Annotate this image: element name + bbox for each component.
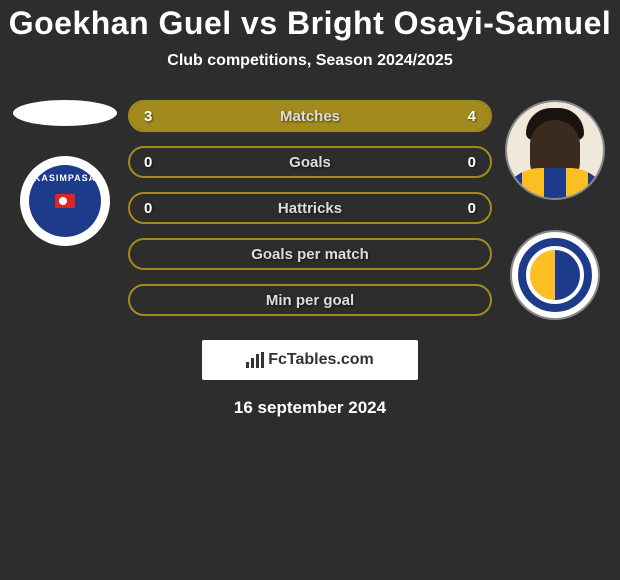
team-logo-left-label: KASIMPASA (34, 173, 96, 183)
date-label: 16 september 2024 (0, 398, 620, 418)
flag-icon (55, 194, 75, 208)
player-avatar-left (13, 100, 117, 126)
stat-bar: Goals per match (128, 238, 492, 270)
stat-bars: 3 4 Matches 0 0 Goals 0 0 Hattricks Goals per mat… (120, 100, 500, 316)
bar-label: Goals per match (251, 246, 369, 263)
team-logo-left: KASIMPASA (20, 156, 110, 246)
stat-bar: Min per goal (128, 284, 492, 316)
title: Goekhan Guel vs Bright Osayi-Samuel (0, 5, 620, 42)
bar-chart-icon (246, 352, 264, 368)
right-column (500, 100, 610, 320)
bar-label: Min per goal (266, 292, 354, 309)
brand-text: FcTables.com (268, 351, 374, 369)
left-column: KASIMPASA (10, 100, 120, 246)
bar-value-left: 0 (144, 154, 152, 171)
bar-value-right: 0 (468, 200, 476, 217)
bar-label: Hattricks (278, 200, 342, 217)
main-area: KASIMPASA 3 4 Matches 0 0 Goals 0 0 Hattricks Goa… (0, 100, 620, 320)
bar-value-right: 0 (468, 154, 476, 171)
team-logo-right (510, 230, 600, 320)
bar-value-left: 3 (144, 108, 152, 125)
bar-fill-left (130, 102, 284, 130)
bar-value-right: 4 (468, 108, 476, 125)
comparison-card: Goekhan Guel vs Bright Osayi-Samuel Club… (0, 0, 620, 418)
subtitle: Club competitions, Season 2024/2025 (0, 52, 620, 70)
brand-badge: FcTables.com (202, 340, 418, 380)
player-avatar-right (505, 100, 605, 200)
bar-label: Goals (289, 154, 331, 171)
bar-label: Matches (280, 108, 340, 125)
stat-bar: 0 0 Hattricks (128, 192, 492, 224)
stat-bar: 3 4 Matches (128, 100, 492, 132)
stat-bar: 0 0 Goals (128, 146, 492, 178)
bar-value-left: 0 (144, 200, 152, 217)
